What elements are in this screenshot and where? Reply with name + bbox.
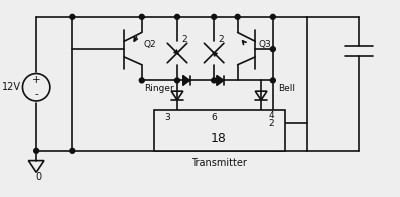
Text: Q3: Q3 <box>258 40 271 49</box>
Circle shape <box>270 78 275 83</box>
Text: 2: 2 <box>181 35 186 44</box>
Circle shape <box>139 78 144 83</box>
Text: Q2: Q2 <box>144 40 156 49</box>
Text: -: - <box>34 89 38 99</box>
Text: 6: 6 <box>211 113 217 122</box>
Text: 3: 3 <box>164 113 170 122</box>
Text: 18: 18 <box>211 132 227 145</box>
Circle shape <box>270 14 275 19</box>
Circle shape <box>70 14 75 19</box>
Text: Bell: Bell <box>278 84 295 93</box>
Text: +: + <box>32 75 40 85</box>
Text: 2: 2 <box>268 119 274 128</box>
Circle shape <box>139 14 144 19</box>
Text: Transmitter: Transmitter <box>191 158 247 168</box>
Circle shape <box>70 148 75 153</box>
Circle shape <box>174 78 180 83</box>
Bar <box>154 110 284 151</box>
Circle shape <box>212 78 217 83</box>
Text: 0: 0 <box>35 172 41 182</box>
Circle shape <box>34 148 38 153</box>
Circle shape <box>174 14 180 19</box>
Circle shape <box>212 14 217 19</box>
Polygon shape <box>217 75 224 85</box>
Circle shape <box>270 47 275 52</box>
Circle shape <box>235 14 240 19</box>
Text: 2: 2 <box>218 35 224 44</box>
Text: 12V: 12V <box>2 82 20 92</box>
Text: 4: 4 <box>268 111 274 120</box>
Polygon shape <box>183 75 190 85</box>
Text: Ringer: Ringer <box>144 84 174 93</box>
